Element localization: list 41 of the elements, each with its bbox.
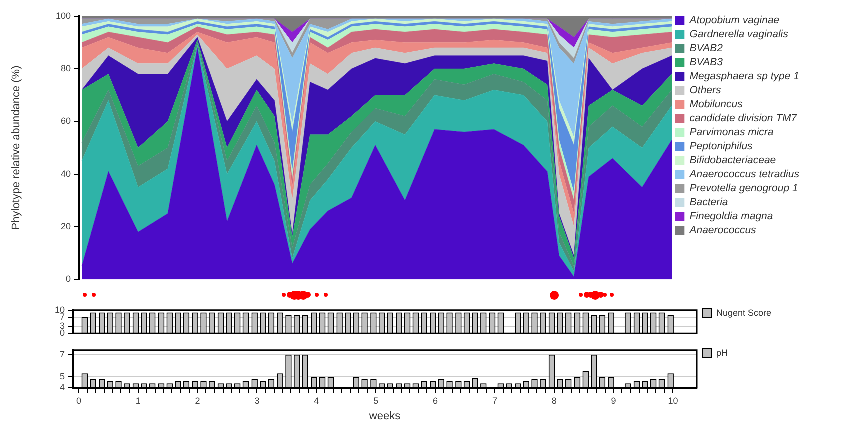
y-tick-label: 7 xyxy=(60,349,65,360)
x-tick-label: 10 xyxy=(668,396,678,406)
legend-label: BVAB2 xyxy=(690,42,724,55)
x-tick-label: 8 xyxy=(552,396,557,406)
y-tick-label: 5 xyxy=(60,371,65,382)
y-tick-label: 60 xyxy=(60,116,71,126)
y-tick-label: 0 xyxy=(60,328,65,338)
legend-label: candidate division TM7 xyxy=(690,112,798,125)
y-tick-label: 80 xyxy=(60,64,71,74)
y-tick-label: 4 xyxy=(60,382,65,392)
x-tick-label: 1 xyxy=(136,396,141,406)
legend-label: Megasphaera sp type 1 xyxy=(690,70,800,83)
y-tick-label: 100 xyxy=(56,10,71,21)
legend-label: Others xyxy=(690,84,722,97)
legend-label: Atopobium vaginae xyxy=(688,14,780,27)
x-axis-title: weeks xyxy=(368,410,402,422)
x-tick-label: 6 xyxy=(433,396,438,406)
legend-label: Nugent Score xyxy=(716,308,772,318)
x-tick-label: 2 xyxy=(195,396,200,406)
legend-label: BVAB3 xyxy=(690,56,724,69)
legend-label: Mobiluncus xyxy=(690,98,744,111)
legend-label: Anaerococcus tetradius xyxy=(688,168,800,181)
legend-label: Bifidobacteriaceae xyxy=(690,154,776,167)
legend-label: Prevotella genogroup 1 xyxy=(690,182,798,195)
x-tick-label: 4 xyxy=(314,396,320,406)
legend-label: Parvimonas micra xyxy=(690,126,774,139)
y-tick-label: 40 xyxy=(60,168,71,179)
x-tick-label: 9 xyxy=(611,396,616,406)
x-tick-label: 3 xyxy=(254,396,260,406)
x-tick-label: 7 xyxy=(492,396,498,406)
x-tick-label: 0 xyxy=(76,396,82,406)
y-tick-label: 20 xyxy=(60,221,71,232)
y-tick-label: 0 xyxy=(66,274,71,284)
y-axis-title: Phylotype relative abundance (%) xyxy=(10,66,23,230)
legend-label: Anaerococcus xyxy=(688,224,758,237)
legend-label: Bacteria xyxy=(690,196,728,209)
legend-label: pH xyxy=(716,348,728,358)
legend-label: Finegoldia magna xyxy=(690,210,774,223)
legend-label: Gardnerella vaginalis xyxy=(690,28,790,41)
legend-label: Peptoniphilus xyxy=(690,140,754,153)
x-tick-label: 5 xyxy=(374,396,379,406)
